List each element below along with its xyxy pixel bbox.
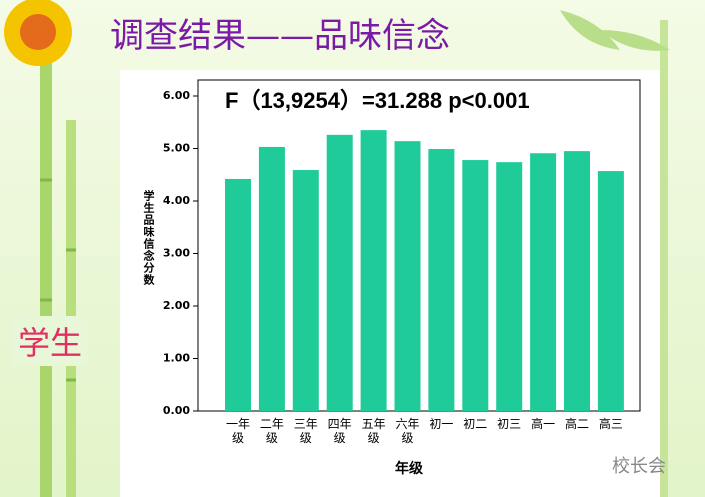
y-tick-label: 2.00 (163, 299, 190, 312)
x-tick-label: 初一 (429, 417, 454, 431)
bar (292, 170, 319, 411)
x-tick-label: 高二 (564, 417, 589, 431)
y-axis-label: 学生品味信念分数 (142, 190, 155, 286)
x-tick-label: 高三 (598, 417, 623, 431)
y-tick-label: 5.00 (163, 142, 190, 155)
x-tick-label: 二年级 (259, 417, 284, 445)
y-tick-label: 0.00 (163, 404, 190, 417)
x-tick-label: 一年级 (225, 417, 250, 445)
y-tick-label: 4.00 (163, 194, 190, 207)
x-tick-label: 初三 (497, 417, 522, 431)
annotation: F（13,9254）=31.288 p<0.001 (225, 88, 530, 113)
bar (530, 153, 557, 411)
y-tick-label: 6.00 (163, 89, 190, 102)
x-tick-label: 高一 (531, 417, 556, 431)
bar (428, 149, 455, 411)
x-axis-label: 年级 (395, 461, 423, 477)
y-tick-label: 1.00 (163, 352, 190, 365)
bar (496, 162, 523, 411)
bar (258, 146, 285, 412)
bar (326, 134, 353, 411)
bar (564, 151, 590, 411)
watermark: 校长会 (612, 456, 666, 477)
bar (394, 141, 421, 411)
slide-title: 调查结果——品味信念 (110, 16, 450, 56)
bar (360, 130, 387, 411)
bar (225, 178, 251, 411)
bar (462, 160, 489, 411)
x-tick-label: 三年级 (293, 417, 318, 445)
x-tick-label: 初二 (463, 417, 488, 431)
x-tick-label: 五年级 (361, 417, 386, 445)
side-label: 学生 (12, 316, 89, 366)
x-tick-label: 六年级 (395, 417, 420, 445)
bar (597, 171, 624, 411)
chart-panel: F（13,9254）=31.288 p<0.001 0.00 1.00 2.00 3.… (120, 70, 660, 497)
x-tick-label: 四年级 (327, 417, 352, 445)
y-tick-label: 3.00 (163, 247, 190, 260)
chart: F（13,9254）=31.288 p<0.001 0.00 1.00 2.00 3.… (163, 79, 641, 417)
